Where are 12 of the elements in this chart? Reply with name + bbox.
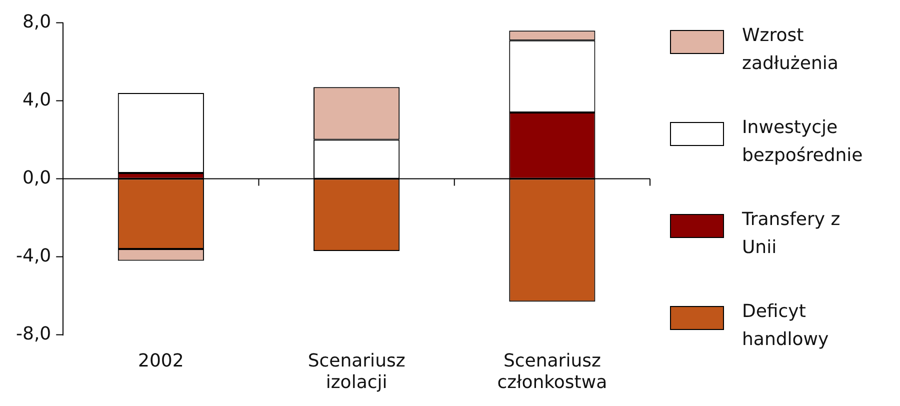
- y-tick-label: 8,0: [22, 11, 52, 32]
- x-tick-label: 2002: [138, 350, 184, 372]
- x-tick-label: Scenariusz izolacji: [308, 350, 406, 393]
- legend-label: Wzrost zadłużenia: [742, 24, 840, 76]
- x-tick-label: Scenariusz członkostwa: [497, 350, 608, 393]
- y-tick-label: 0,0: [22, 167, 52, 188]
- legend-label: Deficyt handlowy: [742, 300, 830, 352]
- legend-label: Transfery z Unii: [742, 208, 842, 260]
- y-tick-label: 4,0: [22, 89, 52, 110]
- y-tick-label: -4,0: [16, 245, 52, 266]
- text: Inwestycje bezpośrednie: [742, 116, 863, 168]
- y-tick-label: -8,0: [16, 323, 52, 344]
